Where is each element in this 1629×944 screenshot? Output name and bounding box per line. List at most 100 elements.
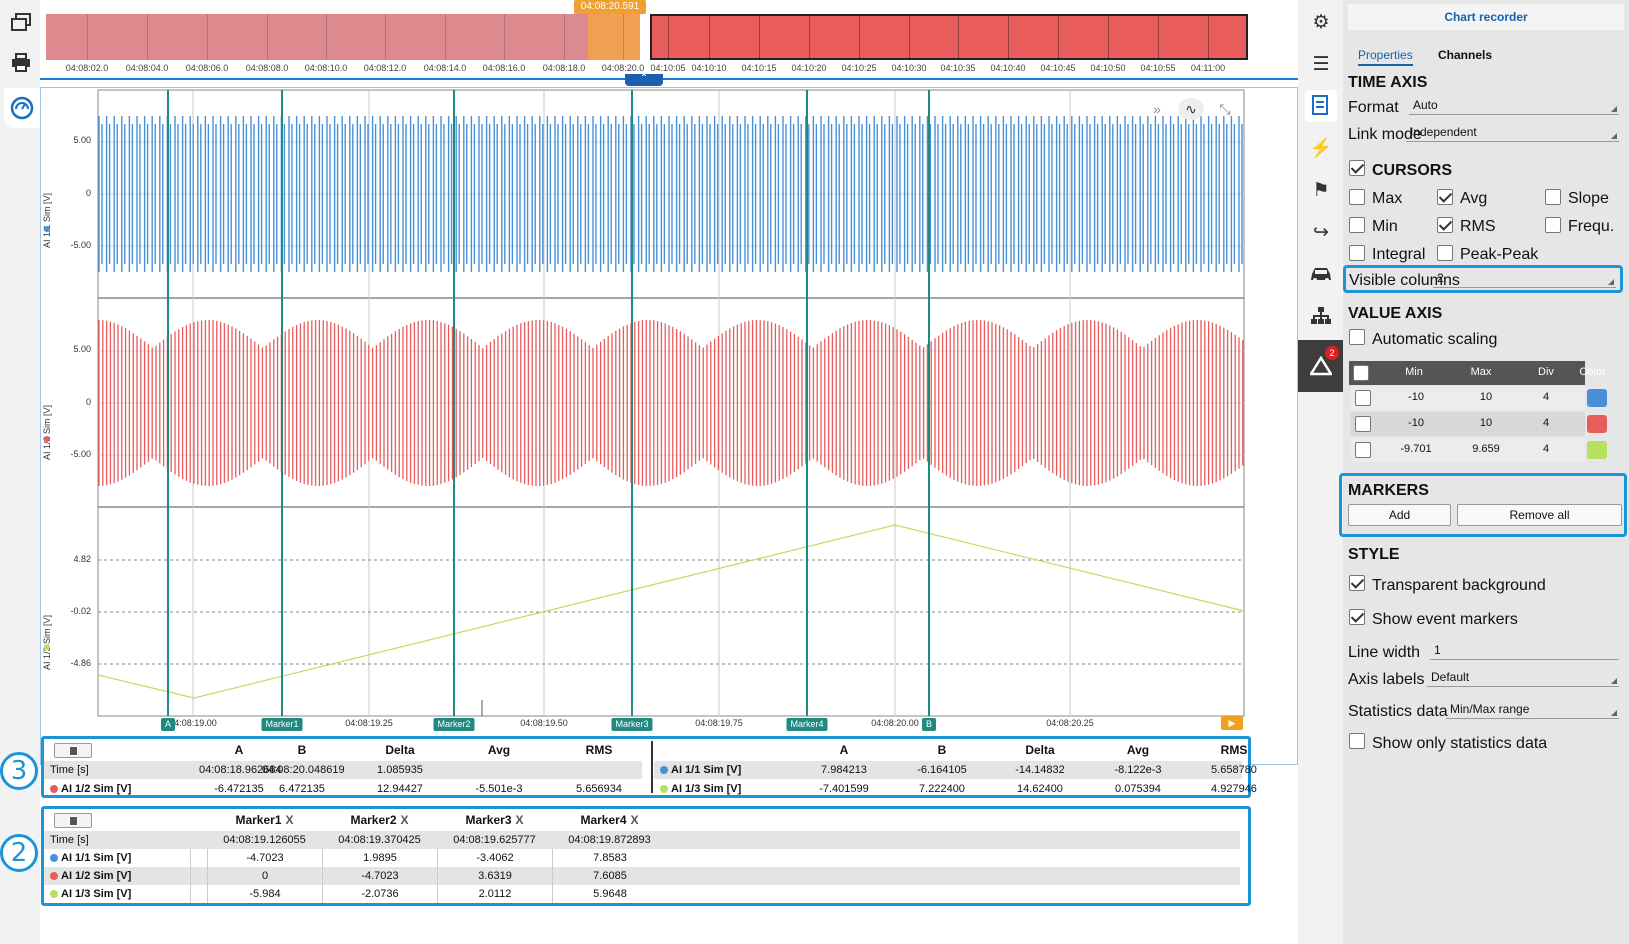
value-axis-max[interactable]: 10 — [1479, 417, 1493, 429]
show-only-statistics-checkbox[interactable] — [1349, 733, 1365, 749]
collapse-icon[interactable]: ⤡ — [1219, 101, 1231, 117]
value-axis-color-swatch[interactable] — [1587, 415, 1607, 433]
copy-cursor-table-button[interactable] — [54, 743, 92, 758]
row-name-text: AI 1/1 Sim [V] — [671, 764, 742, 776]
list-icon[interactable]: ☰ — [1312, 53, 1330, 75]
cell-value: 7.6085 — [552, 867, 667, 885]
value-axis-row-checkbox[interactable] — [1355, 416, 1371, 432]
value-axis-min[interactable]: -9.701 — [1400, 443, 1432, 455]
overview-time-label: 04:08:12.0 — [363, 63, 407, 73]
value-axis-max[interactable]: 9.659 — [1472, 443, 1500, 455]
value-axis-row-checkbox[interactable] — [1355, 390, 1371, 406]
collapse-overview-handle[interactable]: ⌃ — [625, 74, 663, 86]
overview-tick — [207, 14, 208, 60]
value-axis-color-swatch[interactable] — [1587, 441, 1607, 459]
car-icon[interactable] — [1305, 258, 1337, 290]
value-axis-div[interactable]: 4 — [1542, 417, 1550, 429]
overview-tick — [326, 14, 327, 60]
cursors-checkbox[interactable] — [1349, 160, 1365, 176]
overview-time-label: 04:08:20.0 — [601, 63, 645, 73]
signal-mode-icon[interactable]: ∿ — [1178, 98, 1204, 120]
value-axis-row-checkbox[interactable] — [1355, 442, 1371, 458]
axis-labels-select[interactable]: Default — [1427, 669, 1619, 687]
gear-icon[interactable]: ⚙ — [1312, 11, 1330, 33]
cursor-b-label[interactable]: B — [921, 718, 937, 731]
value-axis-min[interactable]: -10 — [1408, 417, 1424, 429]
tab-channels[interactable]: Channels — [1438, 48, 1493, 62]
marker-2-label[interactable]: Marker2 — [433, 718, 475, 731]
overview-tick — [958, 14, 959, 60]
chart-canvas[interactable] — [41, 88, 1299, 766]
marker-1-header: Marker1 X — [207, 813, 322, 831]
close-icon[interactable]: X — [515, 813, 524, 827]
line-width-input[interactable]: 1 — [1430, 642, 1619, 660]
cell-delta: -14.14832 — [1015, 764, 1065, 776]
windows-icon[interactable] — [6, 8, 36, 38]
cell-value: -4.7023 — [207, 849, 322, 867]
marker-4-header: Marker4 X — [552, 813, 667, 831]
value-axis-select-all-checkbox[interactable] — [1353, 365, 1369, 381]
max-checkbox[interactable] — [1349, 189, 1365, 205]
channel-color-dot — [660, 766, 668, 775]
row-name: AI 1/3 Sim [V] — [660, 780, 741, 798]
overview-time-label: 04:10:15 — [741, 63, 777, 73]
format-select[interactable]: Auto — [1409, 97, 1619, 115]
transparent-background-label: Transparent background — [1372, 577, 1546, 594]
slope-checkbox[interactable] — [1545, 189, 1561, 205]
value-axis-div[interactable]: 4 — [1542, 443, 1550, 455]
value-axis-color-swatch[interactable] — [1587, 389, 1607, 407]
value-axis-div[interactable]: 4 — [1542, 391, 1550, 403]
marker-4-label[interactable]: Marker4 — [786, 718, 828, 731]
close-icon[interactable]: X — [400, 813, 409, 827]
link-mode-select[interactable]: Independent — [1406, 124, 1619, 142]
remove-all-markers-button[interactable]: Remove all — [1457, 504, 1622, 526]
flag-icon[interactable]: ⚑ — [1312, 179, 1330, 201]
avg-checkbox[interactable] — [1437, 189, 1453, 205]
copy-marker-table-button[interactable] — [54, 813, 92, 828]
notification-badge: 2 — [1325, 346, 1339, 360]
lightning-icon[interactable]: ⚡ — [1309, 138, 1333, 159]
gauge-icon[interactable] — [4, 88, 40, 128]
frequ-checkbox[interactable] — [1545, 217, 1561, 233]
link-mode-label: Link mode — [1348, 126, 1422, 143]
visible-columns-select[interactable]: 2 — [1433, 270, 1616, 288]
print-icon[interactable] — [6, 48, 36, 78]
fast-forward-icon[interactable]: » — [1153, 101, 1161, 117]
overview-tick — [623, 14, 624, 60]
table-row: Time [s] 04:08:19.126055 04:08:19.370425 04… — [44, 831, 1240, 849]
line-width-label: Line width — [1348, 644, 1421, 661]
warning-triangle-icon[interactable] — [1305, 350, 1337, 382]
scroll-to-end-icon[interactable]: ▶ — [1221, 716, 1243, 730]
y-tick-label: -5.00 — [70, 449, 91, 459]
chart-recorder-plot[interactable]: AI 1/1 Sim [V] 5.00 0 -5.00 AI 1/2 Sim [V] 5.… — [40, 87, 1298, 765]
overview-visible-window[interactable] — [588, 14, 640, 60]
marker-3-label[interactable]: Marker3 — [611, 718, 653, 731]
close-icon[interactable]: X — [285, 813, 294, 827]
overview-timeline[interactable]: 04:08:02.0 04:08:04.0 04:08:06.0 04:08:08.0… — [40, 0, 1298, 86]
cell-value: -5.984 — [207, 885, 322, 903]
value-axis-min[interactable]: -10 — [1408, 391, 1424, 403]
min-checkbox[interactable] — [1349, 217, 1365, 233]
overview-tick — [385, 14, 386, 60]
marker-1-label[interactable]: Marker1 — [261, 718, 303, 731]
statistics-data-select[interactable]: Min/Max range — [1446, 701, 1619, 719]
channel-1-axis-label: AI 1/1 Sim [V] — [42, 192, 52, 248]
share-icon[interactable]: ↪ — [1313, 221, 1329, 243]
tab-properties[interactable]: Properties — [1358, 48, 1413, 66]
close-icon[interactable]: X — [630, 813, 639, 827]
transparent-background-checkbox[interactable] — [1349, 575, 1365, 591]
properties-icon[interactable] — [1305, 90, 1337, 122]
cursor-left-col-header: A — [234, 743, 244, 757]
overview-cursor-time: 04:08:20.591 — [574, 0, 646, 14]
marker-3-header: Marker3 X — [437, 813, 552, 831]
overview-time-label: 04:08:16.0 — [482, 63, 526, 73]
add-marker-button[interactable]: Add — [1348, 504, 1451, 526]
cursor-a-label[interactable]: A — [160, 718, 176, 731]
integral-checkbox[interactable] — [1349, 245, 1365, 261]
automatic-scaling-checkbox[interactable] — [1349, 329, 1365, 345]
network-icon[interactable] — [1305, 300, 1337, 332]
rms-checkbox[interactable] — [1437, 217, 1453, 233]
show-event-markers-checkbox[interactable] — [1349, 609, 1365, 625]
peakpeak-checkbox[interactable] — [1437, 245, 1453, 261]
value-axis-max[interactable]: 10 — [1479, 391, 1493, 403]
